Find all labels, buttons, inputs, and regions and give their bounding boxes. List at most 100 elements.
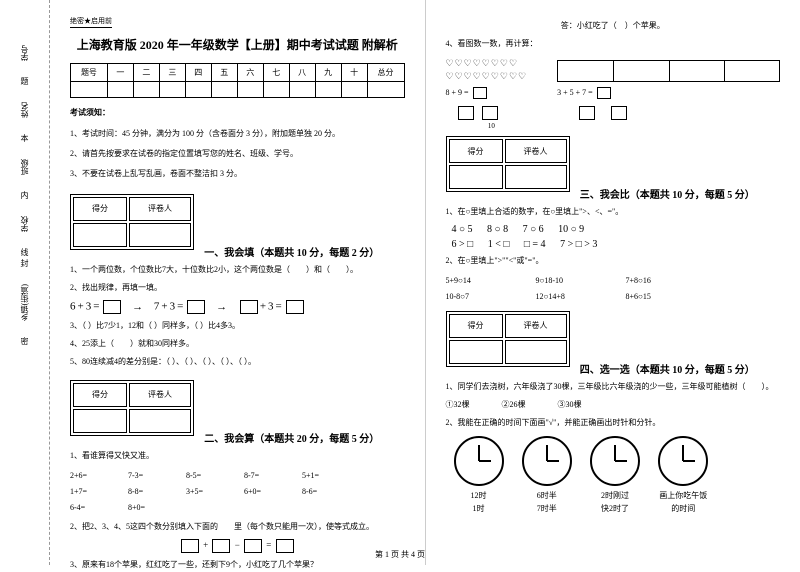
- c: 得分: [73, 197, 127, 221]
- tree-eq: 3 + 5 + 7 =: [557, 87, 780, 100]
- t: 3 + 5 + 7 =: [557, 88, 593, 97]
- q: 2、在○里填上">""<"或"="。: [446, 255, 781, 268]
- strip-diagram: [557, 60, 780, 82]
- clock-icon[interactable]: [658, 436, 708, 486]
- cl: 7时半: [514, 503, 580, 514]
- cl: 6时半: [514, 490, 580, 501]
- q: 1、看谁算得又快又准。: [70, 450, 405, 463]
- calc: 6-4=: [70, 500, 128, 516]
- tree-diagram: [577, 104, 780, 122]
- th: 八: [289, 64, 315, 82]
- cl: 1时: [446, 503, 512, 514]
- c: 评卷人: [129, 383, 191, 407]
- clock-icon: [590, 436, 640, 486]
- hearts-row: ♡♡♡♡♡♡♡♡: [446, 58, 528, 69]
- section-4-title: 四、选一选（本题共 10 分，每题 5 分）: [580, 361, 755, 376]
- aux: 密: [21, 336, 29, 347]
- th: 二: [133, 64, 159, 82]
- th: 题号: [71, 64, 108, 82]
- calc-grid: 2+6=7-3=8-5=8-7=5+1= 1+7=8-8=3+5=6+0=8-6…: [70, 468, 405, 516]
- left-column: 绝密★启用前 上海教育版 2020 年一年级数学【上册】期中考试试题 附解析 题…: [50, 0, 426, 565]
- tree-box[interactable]: [482, 106, 498, 120]
- calc: 3+5=: [186, 484, 244, 500]
- compare-row: 6 > □ 1 < □ □ = 4 7 > □ > 3: [446, 239, 781, 250]
- exam-title: 上海教育版 2020 年一年级数学【上册】期中考试试题 附解析: [70, 36, 405, 55]
- answer-box[interactable]: [473, 87, 487, 99]
- margin-label: 姓名: [19, 102, 30, 118]
- tree-box[interactable]: [579, 106, 595, 120]
- opt[interactable]: ②26棵: [502, 400, 526, 409]
- eq: +3=: [260, 301, 284, 313]
- q: 2、把2、3、4、5这四个数分别填入下面的 里（每个数只能用一次），使等式成立。: [70, 521, 405, 534]
- cmp: 1 < □: [488, 239, 510, 250]
- answer-box[interactable]: [286, 300, 304, 314]
- section-2-title: 二、我会算（本题共 20 分，每题 5 分）: [204, 430, 379, 445]
- cmp: 10-8○7: [446, 289, 536, 305]
- section-1-title: 一、我会填（本题共 10 分，每题 2 分）: [204, 244, 379, 259]
- q: 5、80连续减4的差分别是：（ ）、（ ）、（ ）、（ ）、（ ）。: [70, 356, 405, 369]
- notice: 3、不要在试卷上乱写乱画，卷面不整洁扣 3 分。: [70, 167, 405, 181]
- answer-box[interactable]: [597, 87, 611, 99]
- tree-box[interactable]: [458, 106, 474, 120]
- equation-row: 6+3= → 7+3= → +3=: [70, 300, 405, 314]
- cmp: 7 > □ > 3: [560, 239, 597, 250]
- notice-title: 考试须知：: [70, 106, 405, 120]
- q: 1、在○里填上合适的数字，在○里填上">、<、="。: [446, 206, 781, 219]
- clock-item: 12时1时: [446, 434, 512, 514]
- q: 2、找出规律，再填一填。: [70, 282, 405, 295]
- cmp: 5+9○14: [446, 273, 536, 289]
- calc: 8-8=: [128, 484, 186, 500]
- opt[interactable]: ③30棵: [558, 400, 582, 409]
- score-table: 题号 一 二 三 四 五 六 七 八 九 十 总分: [70, 63, 405, 98]
- cmp: 6 > □: [452, 239, 474, 250]
- t: 8 + 9 =: [446, 88, 469, 97]
- cmp: 12○14+8: [536, 289, 626, 305]
- th: 三: [159, 64, 185, 82]
- right-column: 答：小红吃了（ ）个苹果。 4、看图数一数，再计算： ♡♡♡♡♡♡♡♡ ♡♡♡♡…: [426, 0, 800, 565]
- secret-label: 绝密★启用前: [70, 16, 112, 28]
- binding-margin: 学号 题 姓名 本 班级 内 学校 线 封 乡镇(街道) 密: [0, 0, 50, 565]
- arrow-icon: →: [132, 301, 145, 313]
- clock-item: 6时半7时半: [514, 434, 580, 514]
- eq: 7+3=: [154, 301, 185, 313]
- th: 六: [237, 64, 263, 82]
- margin-label: 学校: [19, 216, 30, 232]
- answer-box[interactable]: [240, 300, 258, 314]
- eq: 6+3=: [70, 301, 101, 313]
- calc: 1+7=: [70, 484, 128, 500]
- clock-item: 画上你吃午饭的时间: [650, 434, 716, 514]
- answer-line: 答：小红吃了（ ）个苹果。: [446, 20, 781, 33]
- answer-box[interactable]: [187, 300, 205, 314]
- cmp: 9○18-10: [536, 273, 626, 289]
- tree-box[interactable]: [611, 106, 627, 120]
- compare-row: 4 ○ 5 8 ○ 8 7 ○ 6 10 ○ 9: [446, 224, 781, 235]
- c: 评卷人: [129, 197, 191, 221]
- calc: 8-6=: [302, 484, 360, 500]
- compare-grid: 5+9○149○18-107+8○16 10-8○712○14+88+6○15: [446, 273, 781, 305]
- calc: 8+0=: [128, 500, 186, 516]
- aux: 题: [21, 76, 29, 87]
- aux: 内: [21, 190, 29, 201]
- q: 4、25添上（ ）就和30同样多。: [70, 338, 405, 351]
- c: 得分: [449, 314, 503, 338]
- options: ①32棵 ②26棵 ③30棵: [446, 399, 781, 412]
- margin-label: 班级: [19, 159, 30, 175]
- cmp: 8+6○15: [626, 289, 716, 305]
- answer-box[interactable]: [103, 300, 121, 314]
- c: 得分: [449, 139, 503, 163]
- q: 3、（ ）比7少1，12和（ ）同样多，（ ）比4多3。: [70, 320, 405, 333]
- c: 得分: [73, 383, 127, 407]
- opt[interactable]: ①32棵: [446, 400, 470, 409]
- calc: 2+6=: [70, 468, 128, 484]
- aux: 线: [21, 247, 29, 258]
- th: 总分: [367, 64, 404, 82]
- section-3-title: 三、我会比（本题共 10 分，每题 5 分）: [580, 186, 755, 201]
- label: 10: [456, 122, 528, 130]
- cmp: 4 ○ 5: [452, 224, 473, 235]
- th: 九: [315, 64, 341, 82]
- cl: 快2时了: [582, 503, 648, 514]
- clocks-row: 12时1时 6时半7时半 2时刚过快2时了 画上你吃午饭的时间: [446, 434, 781, 514]
- cmp: □ = 4: [524, 239, 546, 250]
- cmp: 7+8○16: [626, 273, 716, 289]
- tree-eq: 8 + 9 =: [446, 87, 528, 100]
